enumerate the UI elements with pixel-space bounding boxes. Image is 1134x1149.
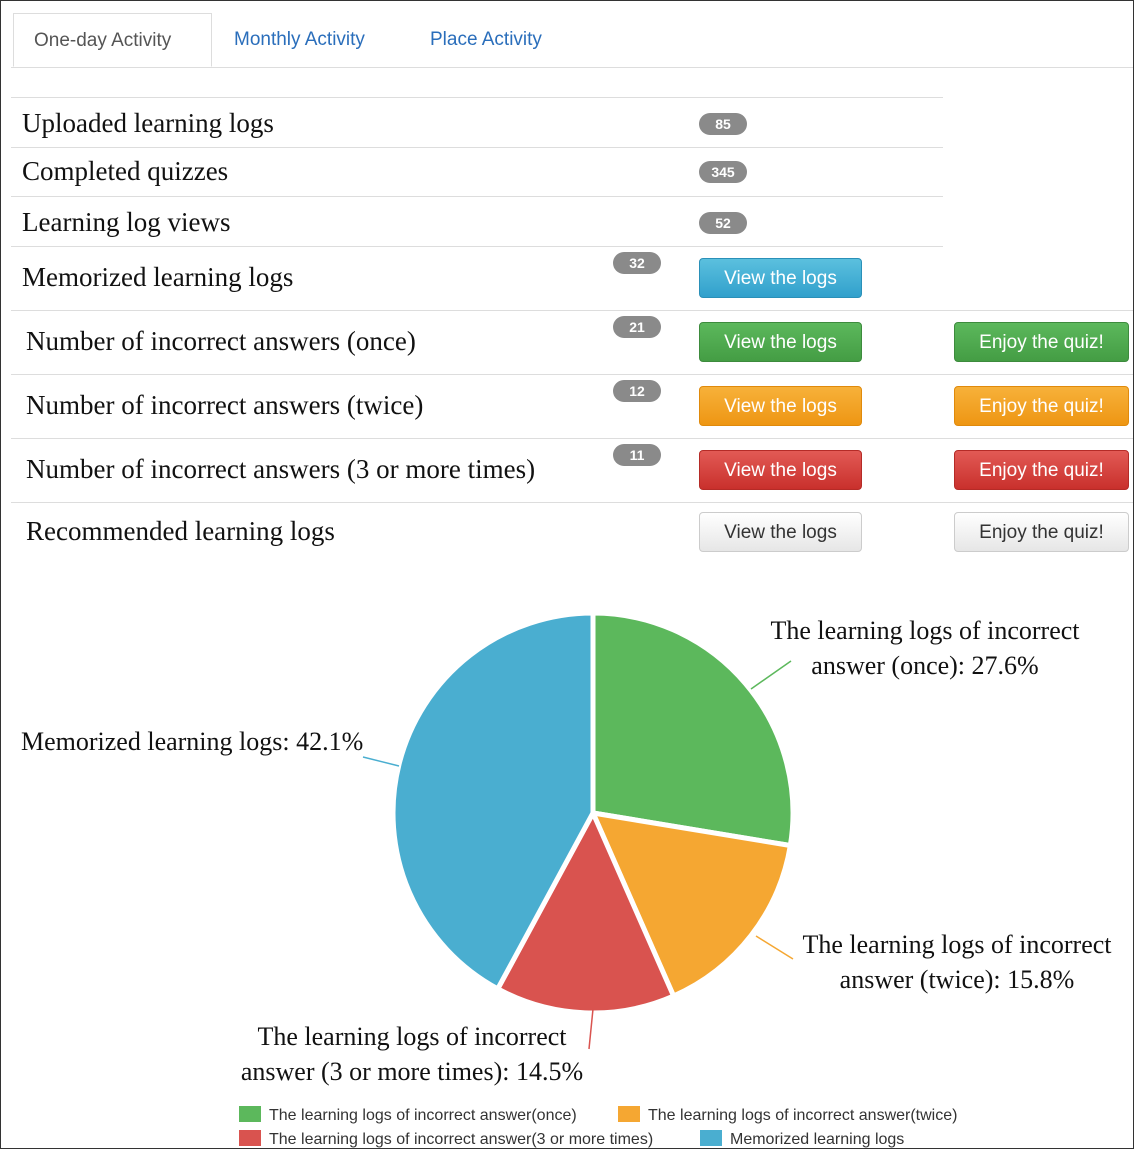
slice-label: The learning logs of incorrect answer (t… [802, 930, 1112, 994]
row-separator [11, 97, 943, 98]
row-separator [11, 147, 943, 148]
row-separator [11, 196, 943, 197]
tab[interactable]: One-day Activity [13, 13, 212, 67]
pie-slice [494, 807, 677, 1016]
count-badge: 12 [613, 380, 661, 402]
row-label: Number of incorrect answers (once) [26, 326, 416, 356]
leader-line [362, 756, 400, 767]
quiz-button[interactable]: Enjoy the quiz! [954, 512, 1129, 552]
view-logs-button[interactable]: View the logs [699, 450, 862, 490]
quiz-button[interactable]: Enjoy the quiz! [954, 386, 1129, 426]
view-logs-button[interactable]: View the logs [699, 258, 862, 298]
row-label: Completed quizzes [22, 156, 229, 186]
row-separator [11, 374, 1133, 375]
leader-line [588, 1008, 594, 1050]
pie-slice [588, 809, 794, 1000]
leader-line [755, 935, 794, 960]
quiz-button[interactable]: Enjoy the quiz! [954, 450, 1129, 490]
leader-line [750, 660, 792, 690]
legend-item: The learning logs of incorrect answer(on… [239, 1106, 577, 1124]
tab[interactable]: Monthly Activity [234, 29, 365, 50]
view-logs-button[interactable]: View the logs [699, 512, 862, 552]
count-badge: 21 [613, 316, 661, 338]
tab-border [11, 67, 1133, 68]
pie-slice [590, 610, 796, 849]
legend-item: Memorized learning logs [700, 1130, 904, 1148]
pie-slice [390, 610, 596, 993]
row-label: Memorized learning logs [22, 262, 294, 292]
count-badge: 85 [699, 113, 747, 135]
row-label: Uploaded learning logs [22, 108, 274, 138]
legend-swatch [239, 1106, 261, 1122]
legend-swatch [700, 1130, 722, 1146]
row-separator [11, 246, 943, 247]
tab[interactable]: Place Activity [430, 29, 542, 50]
view-logs-button[interactable]: View the logs [699, 322, 862, 362]
legend-label: Memorized learning logs [730, 1131, 905, 1148]
view-logs-button[interactable]: View the logs [699, 386, 862, 426]
row-label: Learning log views [22, 207, 231, 237]
row-separator [11, 310, 1133, 311]
row-separator [11, 438, 1133, 439]
legend-item: The learning logs of incorrect answer(tw… [618, 1106, 957, 1124]
count-badge: 32 [613, 252, 661, 274]
legend-label: The learning logs of incorrect answer(on… [269, 1107, 577, 1124]
legend-label: The learning logs of incorrect answer(3 … [269, 1131, 654, 1148]
legend-item: The learning logs of incorrect answer(3 … [239, 1130, 653, 1148]
row-label: Recommended learning logs [26, 516, 335, 546]
slice-label: The learning logs of incorrect answer (o… [770, 616, 1080, 680]
slice-label: Memorized learning logs: 42.1% [21, 727, 364, 756]
count-badge: 52 [699, 212, 747, 234]
quiz-button[interactable]: Enjoy the quiz! [954, 322, 1129, 362]
row-label: Number of incorrect answers (3 or more t… [26, 454, 536, 484]
count-badge: 11 [613, 444, 661, 466]
slice-label: The learning logs of incorrect answer (3… [240, 1022, 584, 1086]
count-badge: 345 [699, 161, 747, 183]
row-label: Number of incorrect answers (twice) [26, 390, 424, 420]
legend-label: The learning logs of incorrect answer(tw… [648, 1107, 958, 1124]
legend-swatch [618, 1106, 640, 1122]
legend-swatch [239, 1130, 261, 1146]
row-separator [11, 502, 1133, 503]
